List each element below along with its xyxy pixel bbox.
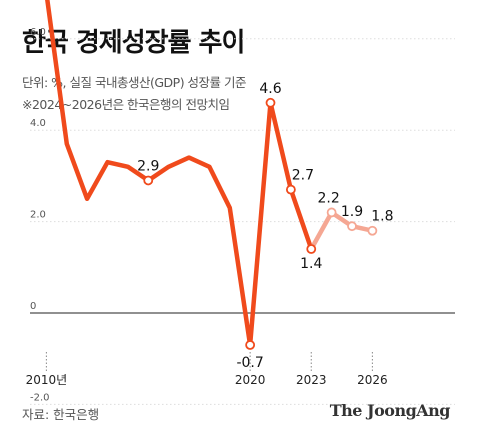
series-line-actual — [45, 0, 314, 348]
page-title: 한국 경제성장률 추이 — [22, 28, 245, 58]
data-label: -0.7 — [236, 355, 263, 371]
forecast-note: ※2024~2026년은 한국은행의 전망치임 — [22, 97, 230, 112]
y-tick-label: 6.0 — [30, 27, 46, 38]
chart-unit-note: 단위: %, 실질 국내총생산(GDP) 성장률 기준 — [22, 75, 247, 90]
data-label: 1.9 — [341, 204, 363, 220]
data-label: 2.9 — [137, 158, 159, 174]
x-tick-label: 2023 — [296, 373, 327, 387]
data-label: 1.4 — [300, 256, 322, 272]
data-point-marker — [143, 175, 154, 186]
x-tick-label: 2026 — [357, 373, 388, 387]
publisher-logo: The JoongAng — [329, 401, 451, 420]
y-tick-label: 0 — [30, 301, 36, 312]
data-label: 1.8 — [371, 209, 393, 225]
data-label: 4.6 — [259, 81, 281, 97]
data-point-marker — [265, 97, 276, 108]
x-tick-label: 2010년 — [26, 373, 68, 387]
data-point-marker — [285, 184, 296, 195]
x-tick-label: 2020 — [235, 373, 266, 387]
y-tick-label: -2.0 — [30, 392, 50, 403]
y-tick-label: 2.0 — [30, 210, 46, 221]
data-point-marker — [326, 207, 337, 218]
series-line-forecast — [309, 210, 375, 252]
data-label: 2.7 — [292, 168, 314, 184]
data-point-marker — [367, 225, 378, 236]
data-point-marker — [245, 340, 256, 350]
data-point-marker — [347, 221, 357, 232]
data-point-marker — [306, 244, 317, 254]
data-source: 자료: 한국은행 — [22, 407, 100, 422]
y-tick-label: 4.0 — [30, 118, 46, 129]
data-label: 2.2 — [317, 190, 339, 206]
